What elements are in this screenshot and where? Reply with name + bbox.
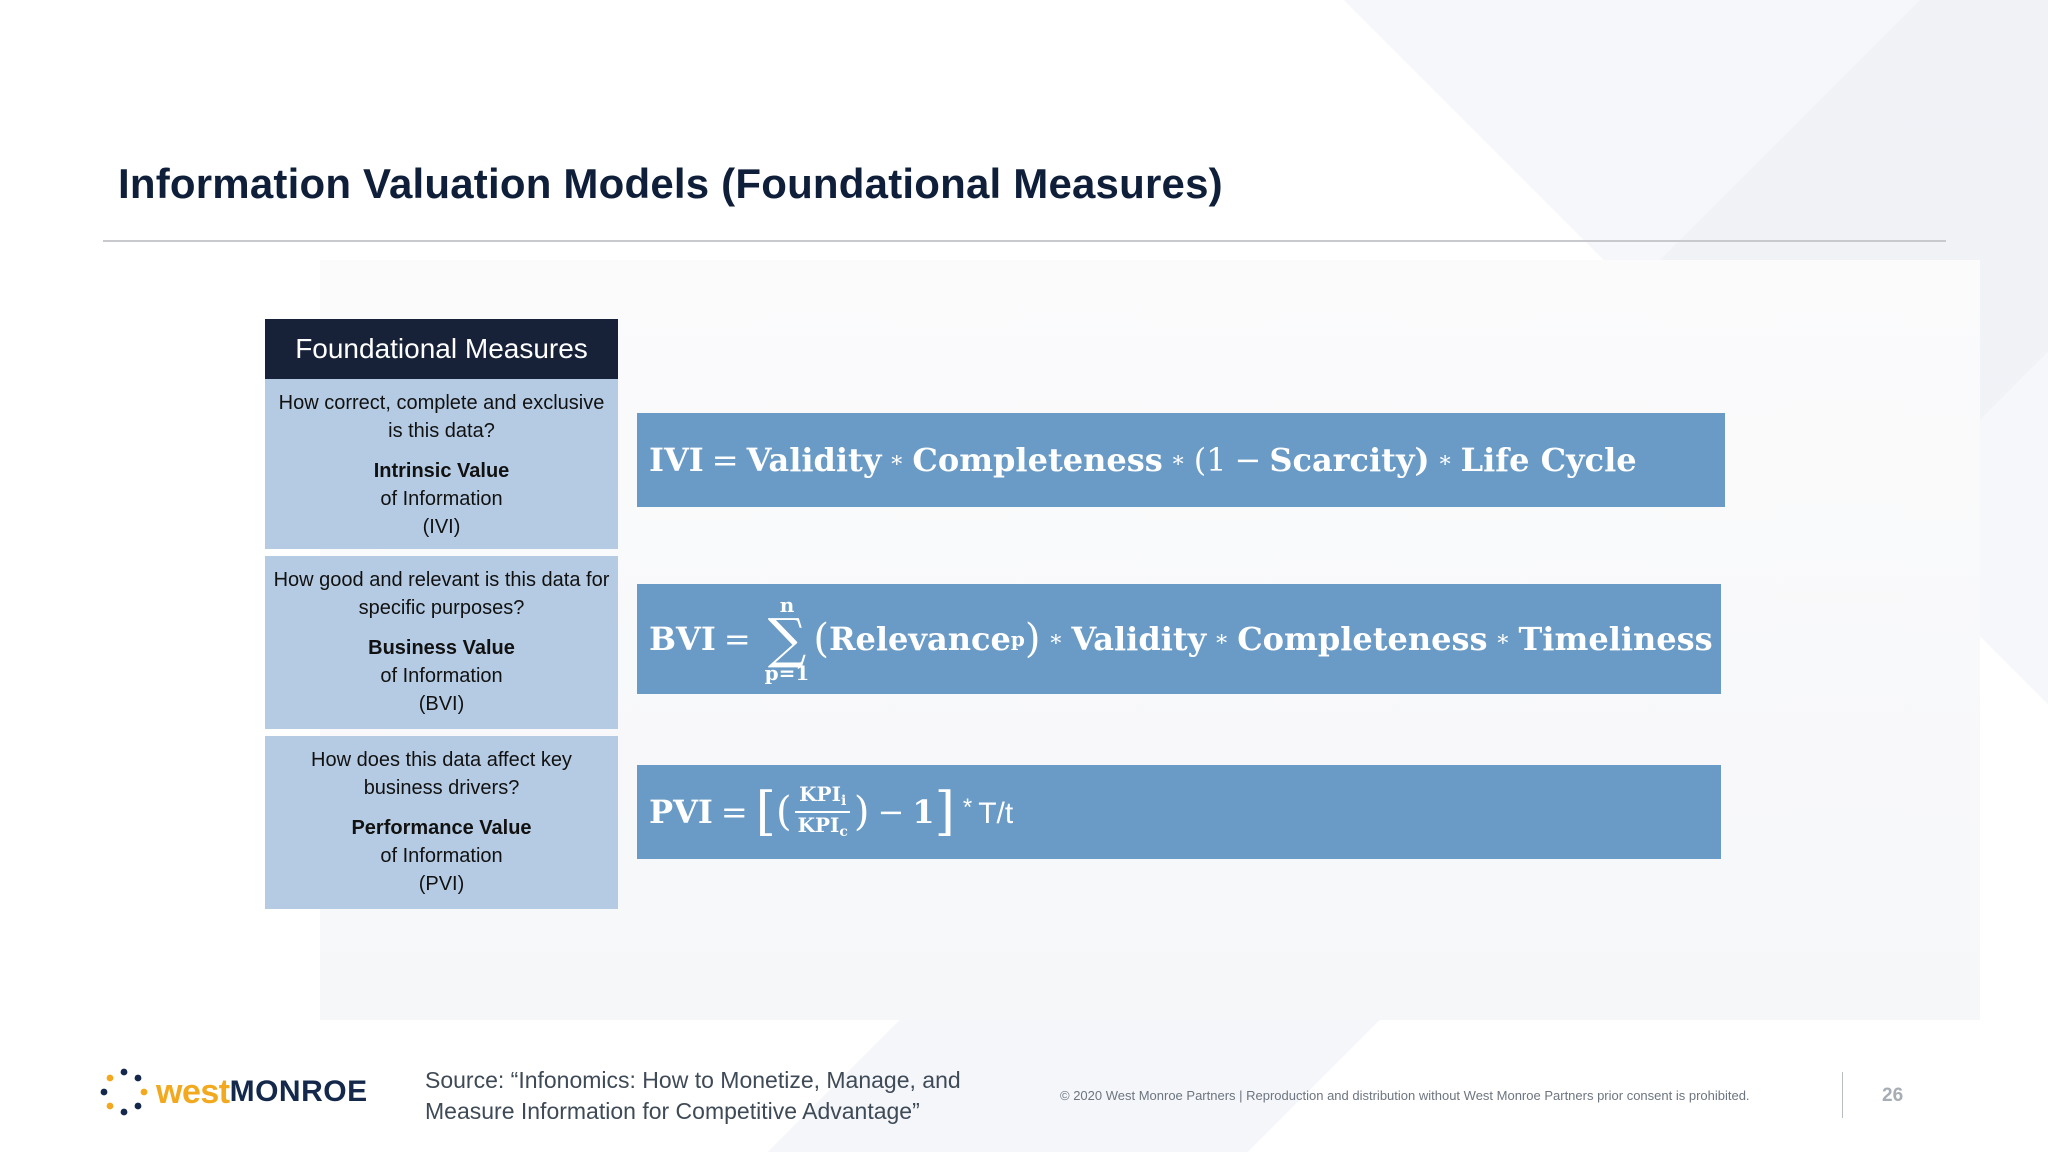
formula-term: (1 [1193, 441, 1227, 479]
formula-lhs: PVI [649, 793, 713, 831]
sum-lower-limit: p=1 [764, 661, 810, 686]
row-measure-abbr: (BVI) [418, 693, 465, 715]
row-question: How correct, complete and exclusive is t… [278, 392, 605, 442]
row-measure-name: Performance Value [351, 817, 532, 839]
summation: n ∑ p=1 [765, 595, 810, 684]
formula-paren: ) [1024, 616, 1041, 662]
row-question: How does this data affect key business d… [311, 749, 572, 799]
formula-bracket: [ [755, 782, 776, 842]
formula-equals: = [723, 620, 751, 658]
formula-paren: ) [853, 789, 870, 835]
sigma-symbol: ∑ [767, 606, 807, 670]
footer-divider [1842, 1072, 1843, 1118]
table-header: Foundational Measures [265, 319, 618, 379]
table-row-ivi: How correct, complete and exclusive is t… [265, 379, 618, 549]
formula-term: Validity [1071, 620, 1207, 658]
denominator-text: KPI [797, 813, 840, 837]
title-divider [103, 240, 1946, 242]
formula-bracket: ] [934, 782, 955, 842]
row-measure-abbr: (IVI) [422, 516, 461, 538]
copyright-notice: © 2020 West Monroe Partners | Reproducti… [1060, 1088, 1750, 1103]
formula-minus: − [1234, 441, 1262, 479]
formula-term: Scarcity) [1269, 441, 1430, 479]
logo-west-text: west [156, 1072, 230, 1111]
source-citation: Source: “Infonomics: How to Monetize, Ma… [425, 1065, 985, 1127]
row-measure-sub: of Information [380, 665, 503, 687]
formula-times: ∗ [1170, 447, 1186, 473]
formula-minus: − [877, 793, 905, 831]
formula-term: Completeness [1237, 620, 1488, 658]
denominator-subscript: c [839, 824, 848, 840]
formula-term: Life Cycle [1460, 441, 1637, 479]
formula-times: ∗ [1048, 626, 1064, 652]
formula-tail: * T/t [963, 794, 1013, 831]
row-measure-sub: of Information [380, 488, 503, 510]
formula-times: * [962, 793, 973, 821]
pvi-formula: PVI = [ ( KPIi KPIc ) − 1 ] * T/t [637, 765, 1721, 859]
row-measure-name: Business Value [368, 637, 515, 659]
formula-times: ∗ [1495, 626, 1511, 652]
fraction-numerator: KPIi [795, 782, 851, 813]
bvi-formula: BVI = n ∑ p=1 ( Relevance p ) ∗ Validity … [637, 584, 1721, 694]
slide-title: Information Valuation Models (Foundation… [118, 160, 1223, 207]
row-measure-name: Intrinsic Value [373, 460, 510, 482]
row-measure-abbr: (PVI) [418, 873, 465, 895]
formula-times: ∗ [1214, 626, 1230, 652]
formula-term: Relevance [828, 620, 1011, 658]
formula-lhs: IVI [649, 441, 704, 479]
formula-times: ∗ [1437, 447, 1453, 473]
source-line: Measure Information for Competitive Adva… [425, 1098, 920, 1124]
table-row-bvi: How good and relevant is this data for s… [265, 556, 618, 729]
formula-equals: = [720, 793, 748, 831]
page-number: 26 [1882, 1085, 1904, 1106]
formula-term: Completeness [912, 441, 1163, 479]
sum-upper-limit: n [779, 592, 795, 617]
row-question: How good and relevant is this data for s… [273, 569, 610, 619]
ivi-formula: IVI = Validity ∗ Completeness ∗ (1 − Sca… [637, 413, 1725, 507]
formula-term: 1 [912, 793, 935, 831]
numerator-text: KPI [799, 782, 841, 807]
formula-times: ∗ [889, 447, 905, 473]
row-measure-sub: of Information [380, 845, 503, 867]
logo-dots-icon [100, 1068, 148, 1116]
foundational-measures-table: Foundational Measures How correct, compl… [265, 319, 618, 909]
formula-term: T/t [978, 796, 1014, 830]
logo-monroe-text: MONROE [229, 1075, 368, 1108]
numerator-subscript: i [840, 793, 847, 810]
kpi-fraction: KPIi KPIc [794, 784, 852, 839]
table-row-pvi: How does this data affect key business d… [265, 736, 618, 909]
formula-equals: = [711, 441, 739, 479]
west-monroe-logo: west MONROE [100, 1068, 368, 1116]
formula-paren: ( [775, 789, 792, 835]
formula-paren: ( [813, 616, 829, 662]
source-line: Source: “Infonomics: How to Monetize, Ma… [425, 1067, 961, 1093]
fraction-denominator: KPIc [794, 813, 852, 840]
formula-term: Timeliness [1518, 620, 1713, 658]
formula-term: Validity [746, 441, 882, 479]
formula-lhs: BVI [649, 620, 716, 658]
formula-subscript: p [1010, 627, 1025, 651]
